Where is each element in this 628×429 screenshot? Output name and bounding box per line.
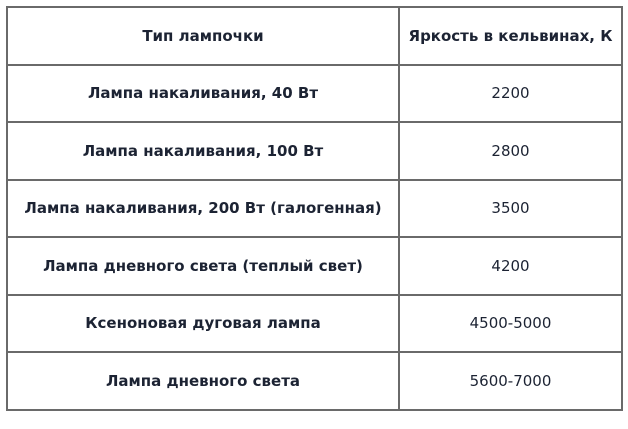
table-row: Лампа накаливания, 40 Вт 2200 xyxy=(6,63,623,123)
kelvin-cell: 5600-7000 xyxy=(398,351,623,411)
table-row: Лампа накаливания, 200 Вт (галогенная) 35… xyxy=(6,178,623,238)
table-header-row: Тип лампочки Яркость в кельвинах, К xyxy=(6,6,623,66)
lamp-type-cell: Ксеноновая дуговая лампа xyxy=(6,293,400,353)
table-row: Лампа накаливания, 100 Вт 2800 xyxy=(6,121,623,181)
header-lamp-type: Тип лампочки xyxy=(6,6,400,66)
kelvin-cell: 2200 xyxy=(398,63,623,123)
lamp-type-cell: Лампа дневного света xyxy=(6,351,400,411)
kelvin-cell: 4500-5000 xyxy=(398,293,623,353)
lamp-temperature-table: Тип лампочки Яркость в кельвинах, К Ламп… xyxy=(6,6,623,411)
lamp-type-cell: Лампа накаливания, 40 Вт xyxy=(6,63,400,123)
kelvin-cell: 4200 xyxy=(398,236,623,296)
kelvin-cell: 3500 xyxy=(398,178,623,238)
lamp-type-cell: Лампа накаливания, 100 Вт xyxy=(6,121,400,181)
table-row: Лампа дневного света 5600-7000 xyxy=(6,351,623,411)
lamp-type-cell: Лампа накаливания, 200 Вт (галогенная) xyxy=(6,178,400,238)
table-row: Лампа дневного света (теплый свет) 4200 xyxy=(6,236,623,296)
lamp-type-cell: Лампа дневного света (теплый свет) xyxy=(6,236,400,296)
table-row: Ксеноновая дуговая лампа 4500-5000 xyxy=(6,293,623,353)
header-kelvin: Яркость в кельвинах, К xyxy=(398,6,623,66)
kelvin-cell: 2800 xyxy=(398,121,623,181)
